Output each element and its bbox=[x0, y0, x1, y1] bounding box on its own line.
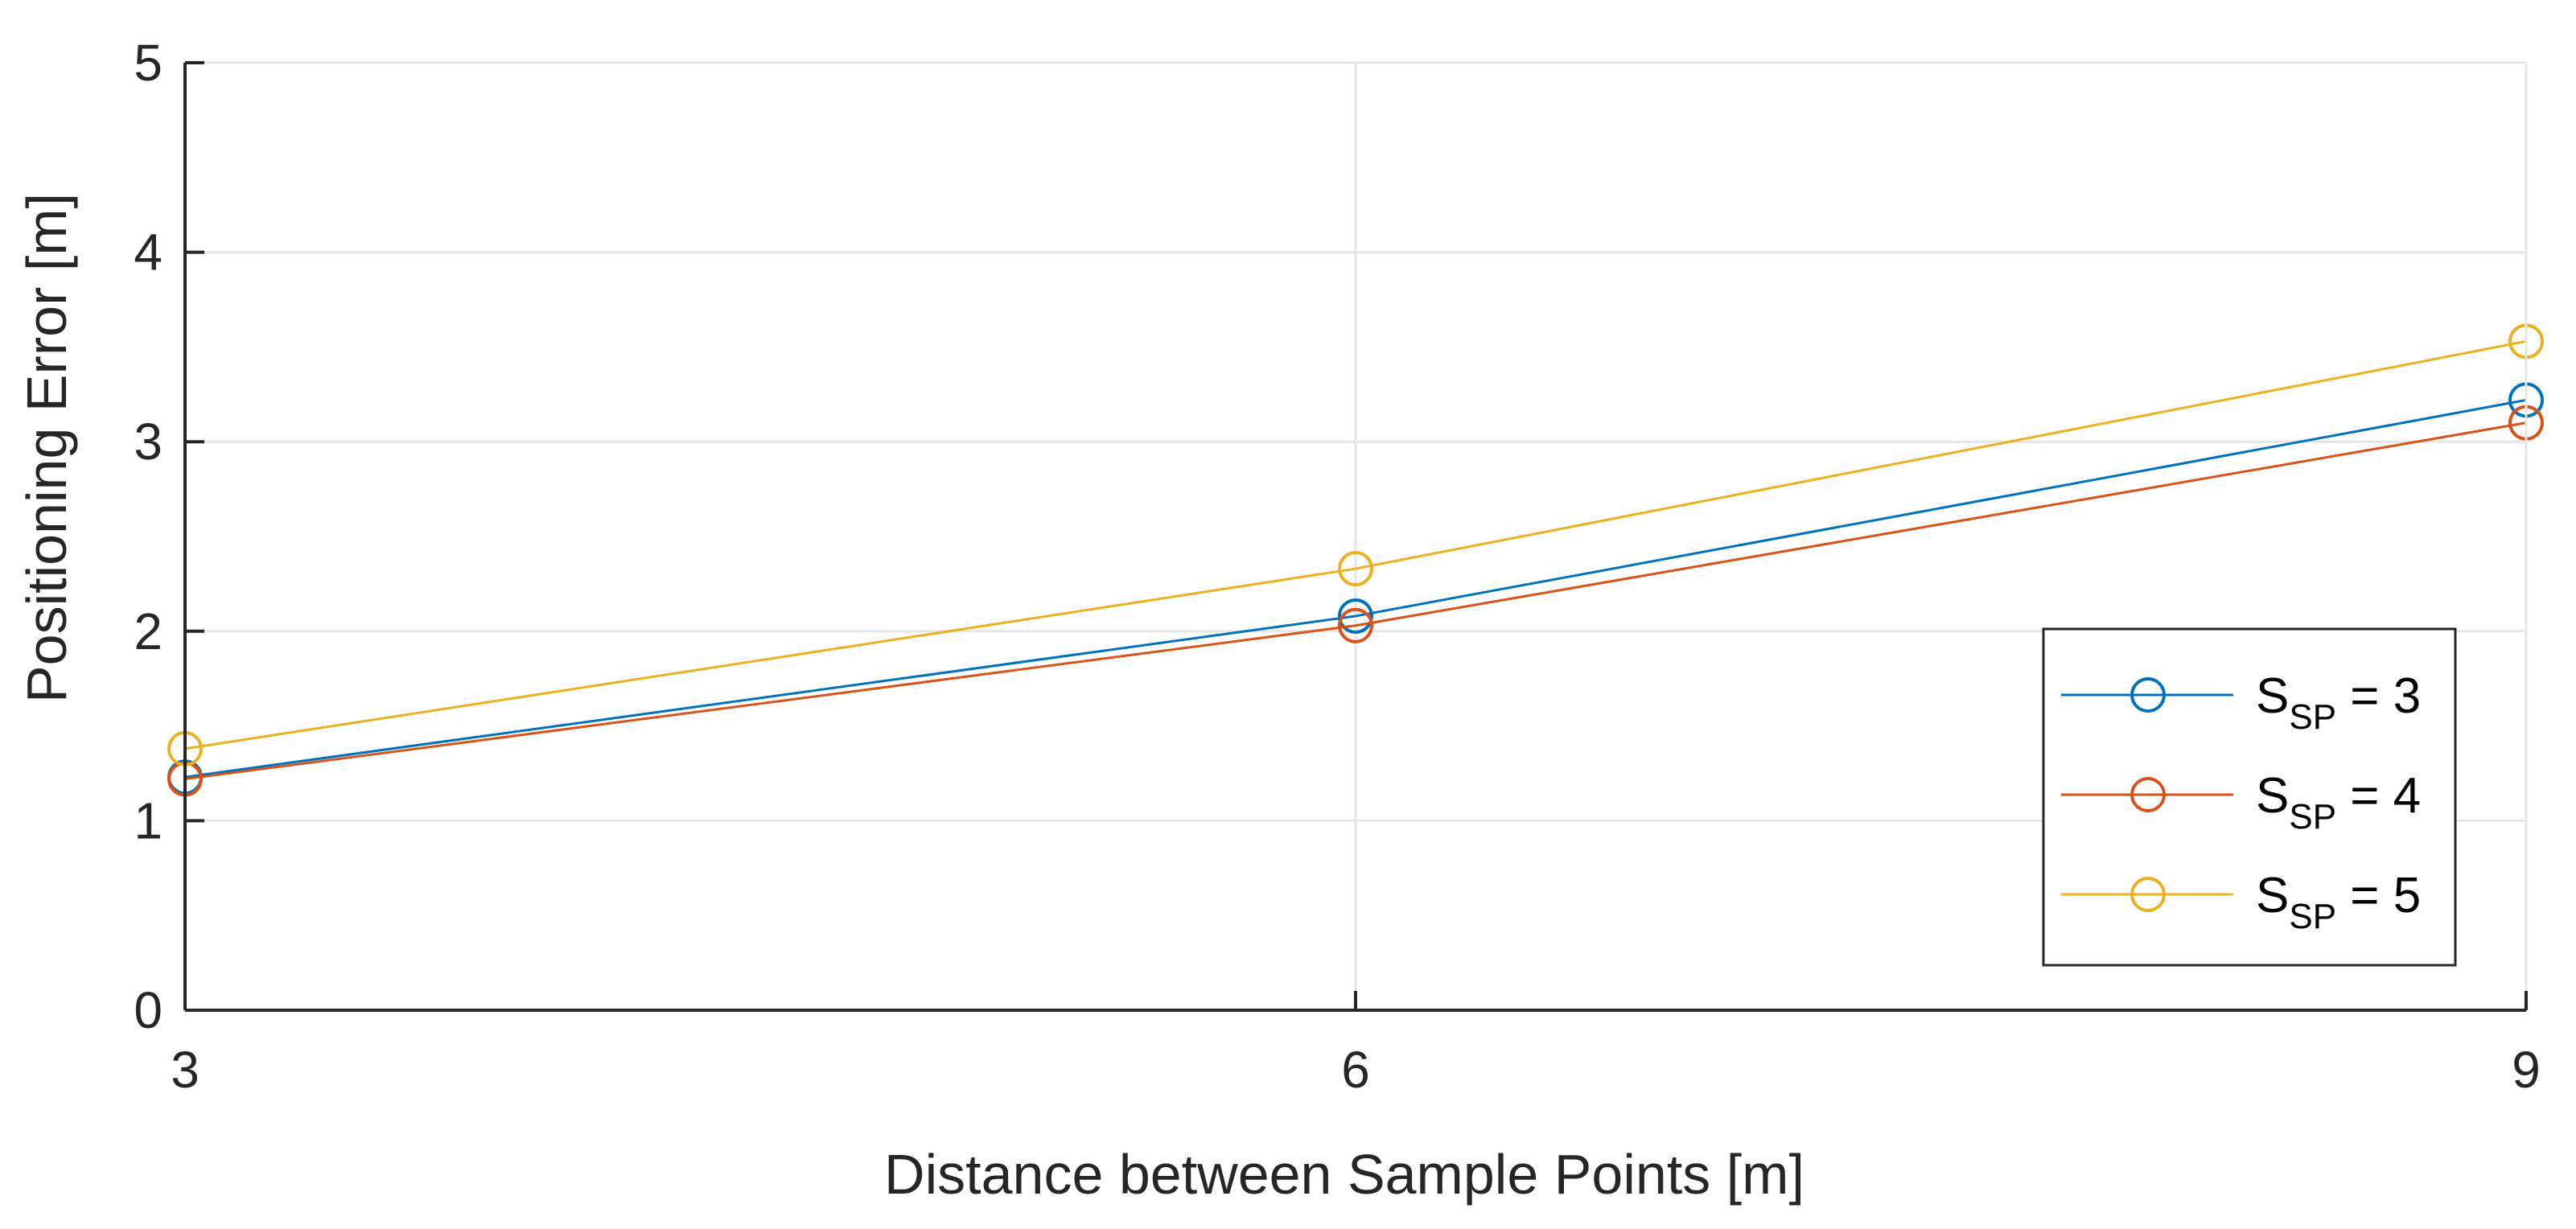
x-tick-label: 6 bbox=[1341, 1041, 1370, 1099]
legend-label-main: S bbox=[2256, 768, 2289, 824]
legend-label-subscript: SP bbox=[2289, 897, 2336, 936]
legend-entry-label: SSP = 4 bbox=[2256, 768, 2421, 836]
legend-label-main: S bbox=[2256, 868, 2289, 923]
series-line bbox=[184, 421, 2527, 781]
y-tick-label: 0 bbox=[134, 981, 163, 1039]
x-tick-label: 3 bbox=[171, 1041, 200, 1099]
x-tick-label: 9 bbox=[2512, 1041, 2541, 1099]
tick-labels: 0 1 2 3 4 5 3 6 9 bbox=[134, 34, 2540, 1099]
legend-swatch-marker bbox=[2130, 677, 2166, 713]
legend-entry-label: SSP = 5 bbox=[2256, 868, 2421, 936]
series-line bbox=[184, 339, 2527, 750]
data-point bbox=[1338, 551, 1373, 587]
y-tick-label: 1 bbox=[134, 791, 163, 849]
y-tick-label: 4 bbox=[134, 224, 163, 282]
data-point bbox=[1338, 607, 1373, 643]
series-line bbox=[184, 398, 2527, 779]
legend-label-value: = 4 bbox=[2336, 768, 2421, 824]
legend-swatch-marker bbox=[2130, 877, 2166, 912]
data-point bbox=[1338, 598, 1373, 634]
legend-label-subscript: SP bbox=[2289, 797, 2336, 836]
series-group bbox=[167, 323, 2544, 797]
legend-label-value: = 3 bbox=[2336, 668, 2421, 724]
legend-swatch-marker bbox=[2130, 777, 2166, 812]
y-tick-label: 2 bbox=[134, 602, 163, 660]
x-axis-label: Distance between Sample Points [m] bbox=[884, 1143, 1804, 1206]
legend-label-value: = 5 bbox=[2336, 868, 2421, 923]
legend-entry-label: SSP = 3 bbox=[2256, 668, 2421, 737]
legend-box bbox=[2042, 627, 2457, 967]
y-axis-label: Positioning Error [m] bbox=[15, 193, 78, 703]
legend-label-main: S bbox=[2256, 668, 2289, 724]
axes bbox=[183, 61, 2528, 1012]
y-tick-label: 3 bbox=[134, 413, 163, 471]
legend-label-subscript: SP bbox=[2289, 697, 2336, 737]
y-tick-label: 5 bbox=[134, 34, 163, 92]
